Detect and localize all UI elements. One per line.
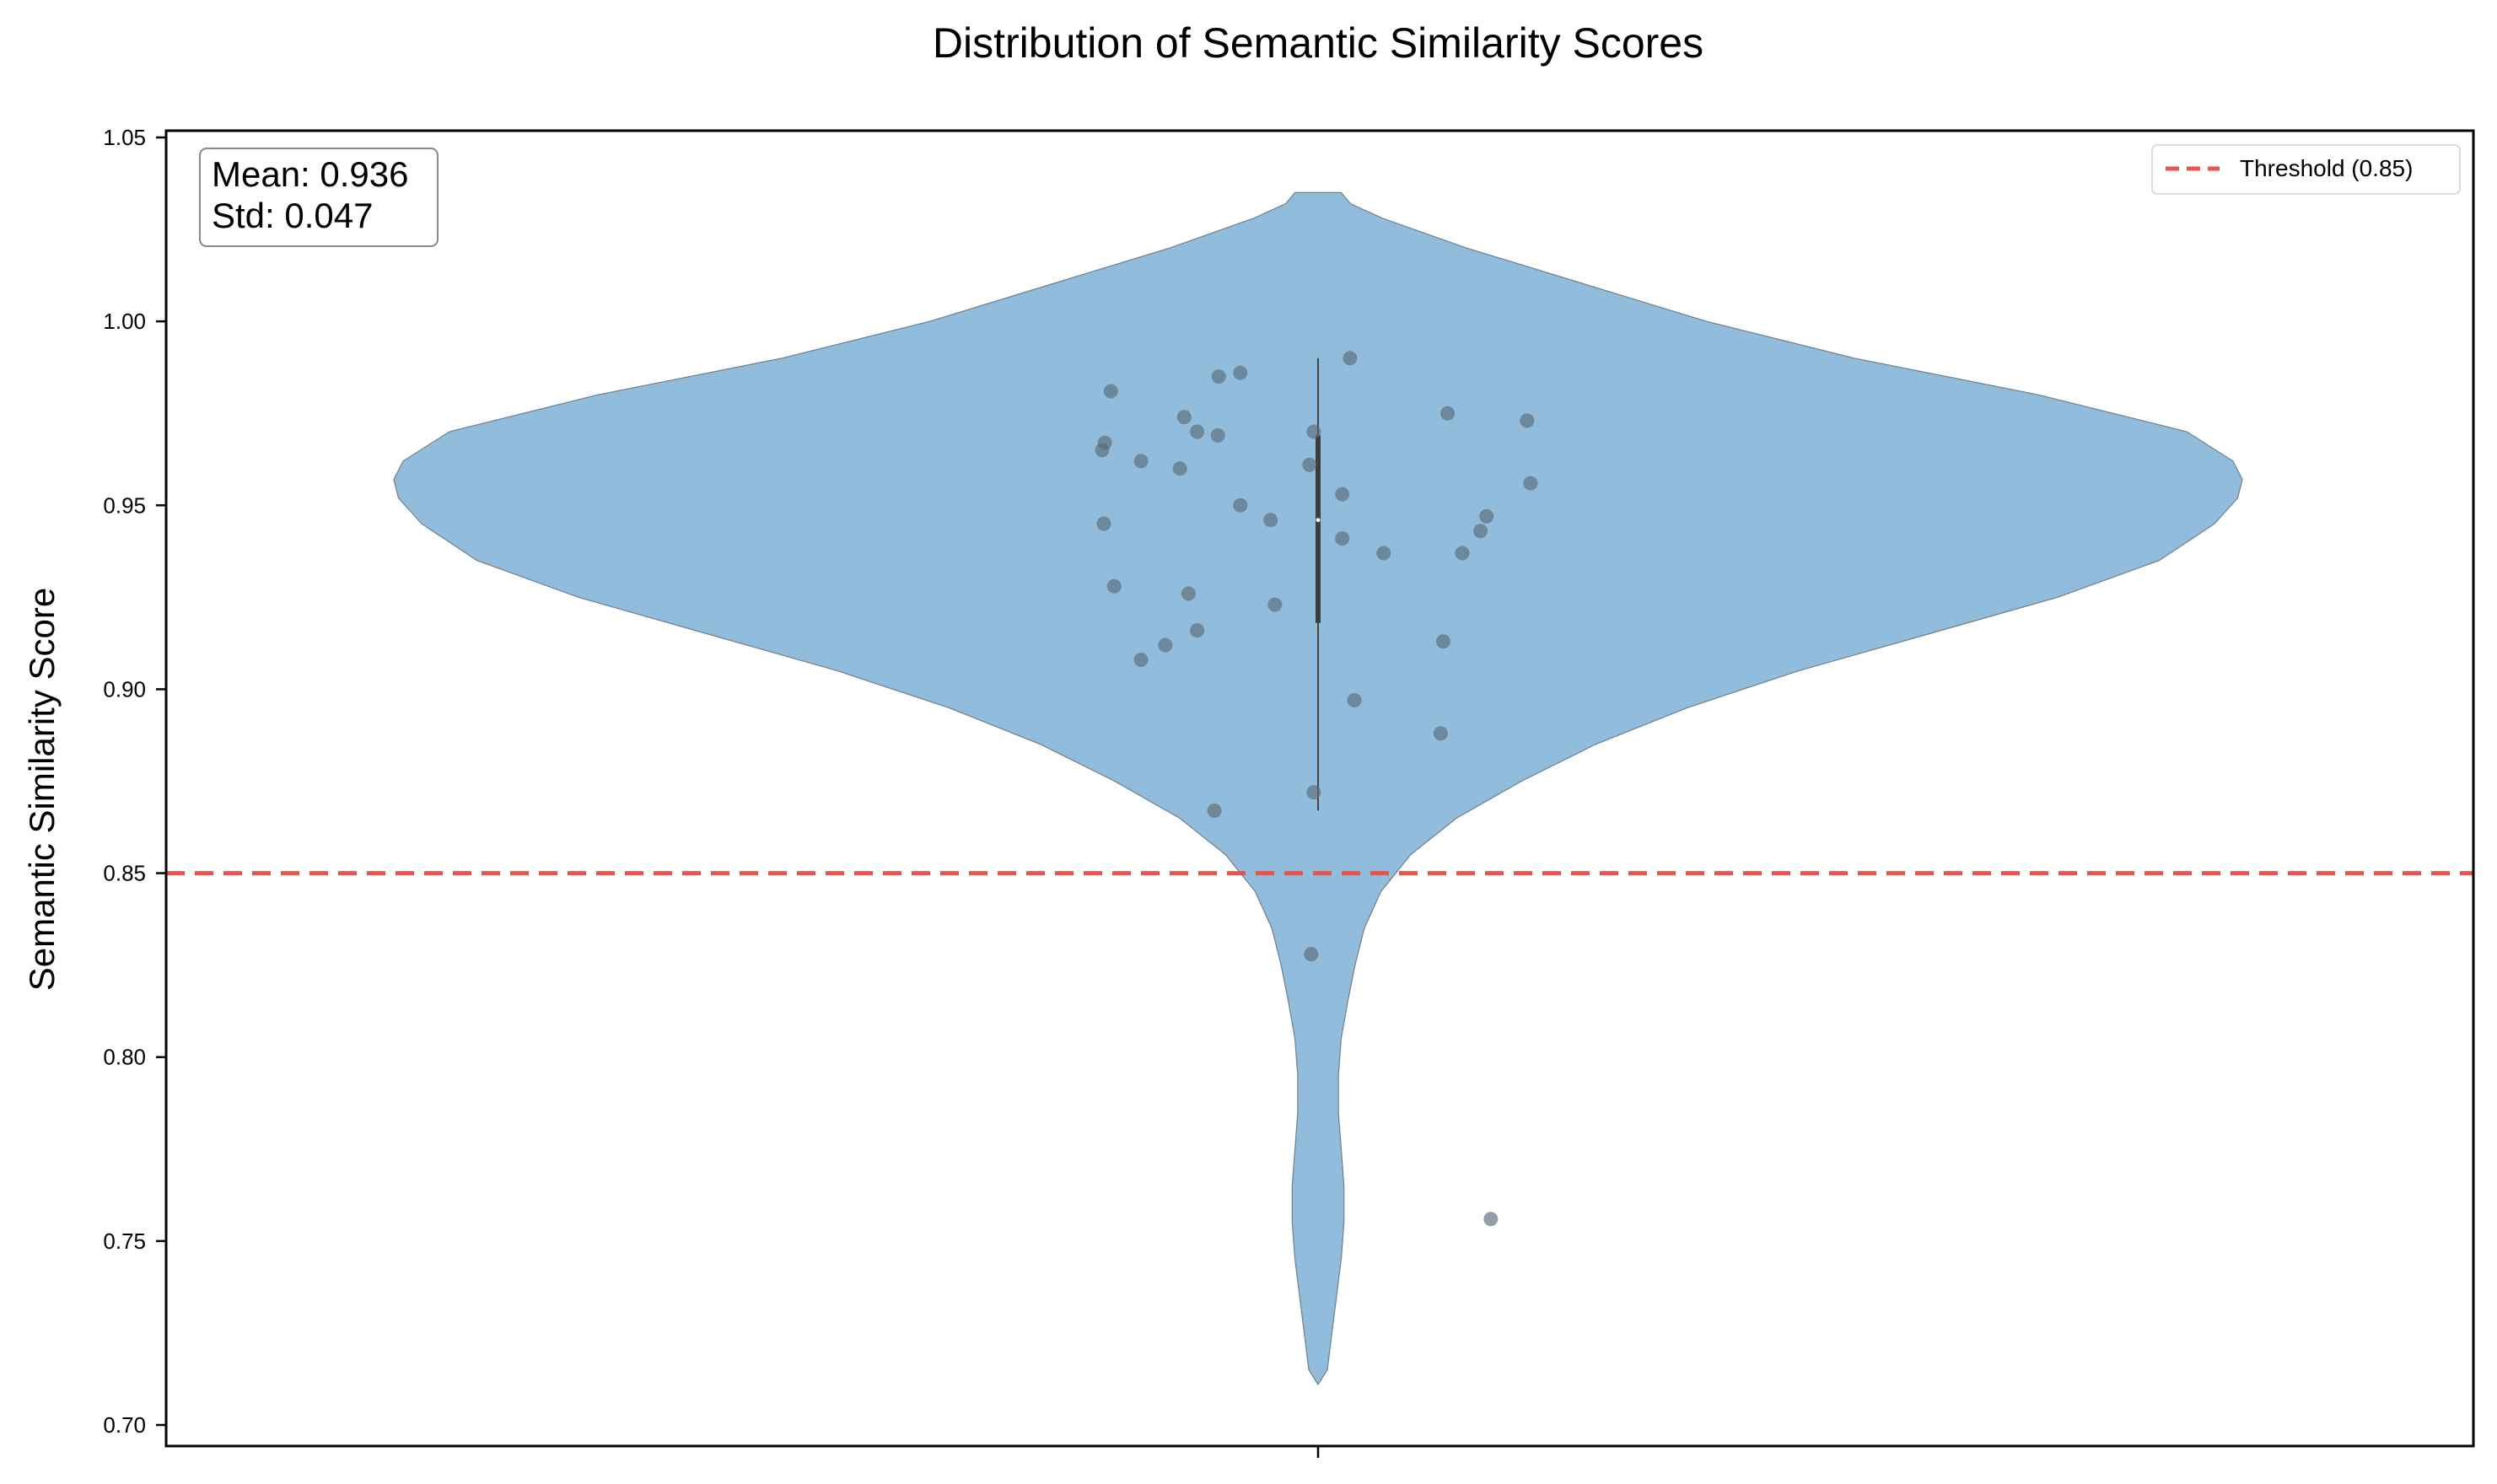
data-point <box>1306 785 1321 800</box>
data-point <box>1158 637 1173 653</box>
data-point <box>1211 369 1226 384</box>
data-point <box>1233 497 1248 513</box>
data-point <box>1172 461 1187 476</box>
y-tick-label: 0.80 <box>103 1045 146 1070</box>
data-point <box>1479 508 1494 524</box>
legend-frame <box>2151 144 2461 195</box>
data-point <box>1343 351 1358 366</box>
stats-box-frame <box>199 148 439 247</box>
data-point <box>1335 531 1350 546</box>
y-tick-label: 0.70 <box>103 1412 146 1438</box>
box-median <box>1316 518 1321 523</box>
data-point <box>1306 424 1321 439</box>
data-point <box>1190 424 1205 439</box>
stats-box: Mean: 0.936 Std: 0.047 <box>199 148 439 247</box>
data-point <box>1176 410 1192 425</box>
stats-mean: Mean: 0.936 <box>212 154 409 194</box>
y-tick-label: 0.85 <box>103 861 146 886</box>
stats-std: Std: 0.047 <box>212 196 373 235</box>
data-point <box>1440 406 1456 421</box>
y-tick-label: 0.90 <box>103 676 146 702</box>
data-point <box>1095 443 1110 458</box>
data-point <box>1304 947 1319 962</box>
chart-title: Distribution of Semantic Similarity Scor… <box>933 19 1703 67</box>
data-point <box>1190 623 1205 638</box>
data-point <box>1133 454 1149 469</box>
data-point <box>1483 1212 1499 1227</box>
data-point <box>1347 693 1362 707</box>
y-tick-label: 1.05 <box>103 125 146 150</box>
y-tick-label: 0.75 <box>103 1229 146 1254</box>
data-point <box>1106 578 1122 594</box>
data-point <box>1302 457 1317 472</box>
plot-area: 0.70 0.75 0.80 0.85 0.90 0.95 1.00 1.05 <box>103 125 2473 1458</box>
data-point <box>1335 487 1350 502</box>
data-point <box>1433 726 1448 741</box>
data-point <box>1233 365 1248 380</box>
data-point <box>1473 524 1488 539</box>
data-point <box>1376 546 1391 561</box>
data-point <box>1267 597 1283 612</box>
y-axis-label: Semantic Similarity Score <box>22 588 62 991</box>
data-point <box>1523 476 1538 491</box>
legend: Threshold (0.85) <box>2151 144 2461 195</box>
data-point <box>1133 653 1149 667</box>
data-point <box>1207 803 1222 818</box>
y-tick-label: 0.95 <box>103 492 146 518</box>
legend-threshold-label: Threshold (0.85) <box>2240 155 2413 181</box>
data-point <box>1103 384 1118 399</box>
data-point <box>1096 516 1111 531</box>
data-point <box>1520 413 1535 428</box>
data-point <box>1181 586 1196 601</box>
data-point <box>1455 546 1470 561</box>
y-tick-label: 1.00 <box>103 309 146 334</box>
data-point <box>1263 513 1278 528</box>
plot-frame <box>164 129 2475 1448</box>
data-point <box>1210 427 1225 443</box>
data-point <box>1436 634 1450 649</box>
